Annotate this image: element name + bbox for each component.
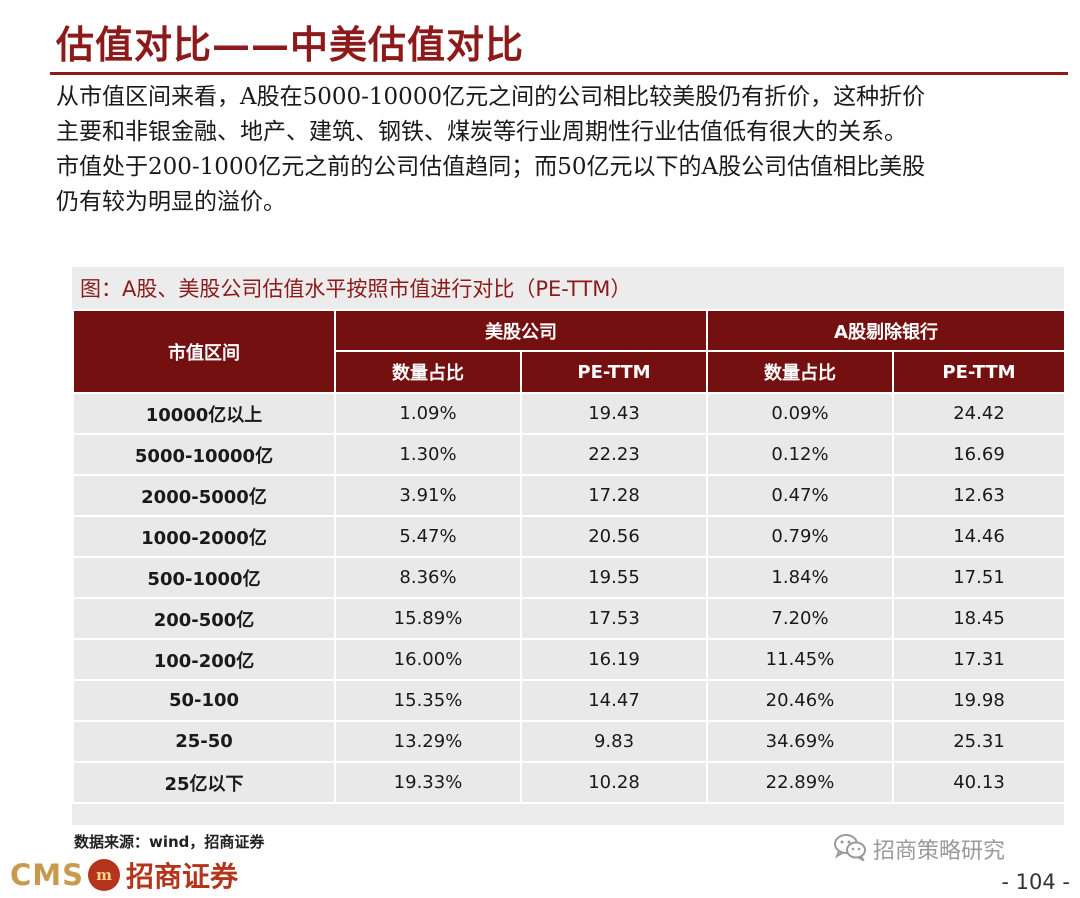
value-cell: 17.28 bbox=[520, 474, 708, 517]
subheader-us-pe: PE-TTM bbox=[520, 350, 708, 394]
market-cap-range-cell: 1000-2000亿 bbox=[72, 515, 336, 558]
value-cell: 16.69 bbox=[892, 433, 1066, 476]
subheader-a-share: 数量占比 bbox=[706, 350, 894, 394]
value-cell: 22.89% bbox=[706, 761, 894, 804]
table-caption: 图：A股、美股公司估值水平按照市值进行对比（PE-TTM） bbox=[80, 277, 632, 301]
value-cell: 34.69% bbox=[706, 720, 894, 763]
value-cell: 8.36% bbox=[334, 556, 522, 599]
market-cap-range-cell: 5000-10000亿 bbox=[72, 433, 336, 476]
market-cap-range-cell: 50-100 bbox=[72, 679, 336, 722]
value-cell: 40.13 bbox=[892, 761, 1066, 804]
value-cell: 13.29% bbox=[334, 720, 522, 763]
subheader-us-share: 数量占比 bbox=[334, 350, 522, 394]
intro-paragraph: 从市值区间来看，A股在5000-10000亿元之间的公司相比较美股仍有折价，这种… bbox=[56, 80, 1068, 220]
value-cell: 12.63 bbox=[892, 474, 1066, 517]
value-cell: 19.98 bbox=[892, 679, 1066, 722]
value-cell: 11.45% bbox=[706, 638, 894, 681]
market-cap-range-cell: 200-500亿 bbox=[72, 597, 336, 640]
intro-line: 仍有较为明显的溢价。 bbox=[56, 189, 286, 215]
valuation-table: 市值区间 美股公司 A股剔除银行 数量占比 PE-TTM 数量占比 PE-TTM… bbox=[72, 309, 1066, 804]
value-cell: 10.28 bbox=[520, 761, 708, 804]
table-row: 25亿以下 19.33% 10.28 22.89% 40.13 bbox=[72, 761, 1066, 804]
intro-line: 从市值区间来看，A股在5000-10000亿元之间的公司相比较美股仍有折价，这种… bbox=[56, 84, 926, 110]
wechat-watermark: 招商策略研究 bbox=[833, 834, 1005, 864]
row-header-market-cap: 市值区间 bbox=[72, 309, 336, 394]
market-cap-range-cell: 25-50 bbox=[72, 720, 336, 763]
logo-mark-icon: m bbox=[88, 859, 121, 891]
watermark-label: 招商策略研究 bbox=[873, 839, 1006, 864]
value-cell: 7.20% bbox=[706, 597, 894, 640]
value-cell: 5.47% bbox=[334, 515, 522, 558]
value-cell: 19.33% bbox=[334, 761, 522, 804]
table-row: 200-500亿 15.89% 17.53 7.20% 18.45 bbox=[72, 597, 1066, 640]
title-divider bbox=[50, 72, 1068, 75]
valuation-table-panel: 图：A股、美股公司估值水平按照市值进行对比（PE-TTM） 市值区间 美股公司 … bbox=[72, 267, 1066, 825]
value-cell: 1.09% bbox=[334, 392, 522, 435]
value-cell: 17.51 bbox=[892, 556, 1066, 599]
intro-line: 市值处于200-1000亿元之前的公司估值趋同；而50亿元以下的A股公司估值相比… bbox=[56, 154, 926, 180]
table-body: 10000亿以上 1.09% 19.43 0.09% 24.42 5000-10000亿 1… bbox=[72, 392, 1066, 804]
value-cell: 19.43 bbox=[520, 392, 708, 435]
value-cell: 16.00% bbox=[334, 638, 522, 681]
intro-line: 主要和非银金融、地产、建筑、钢铁、煤炭等行业周期性行业估值低有很大的关系。 bbox=[56, 119, 907, 145]
value-cell: 19.55 bbox=[520, 556, 708, 599]
value-cell: 25.31 bbox=[892, 720, 1066, 763]
table-row: 2000-5000亿 3.91% 17.28 0.47% 12.63 bbox=[72, 474, 1066, 517]
table-row: 1000-2000亿 5.47% 20.56 0.79% 14.46 bbox=[72, 515, 1066, 558]
cms-logo: CMS m 招商证券 bbox=[10, 857, 238, 893]
value-cell: 22.23 bbox=[520, 433, 708, 476]
subheader-a-pe: PE-TTM bbox=[892, 350, 1066, 394]
group-header-us: 美股公司 bbox=[334, 309, 708, 352]
value-cell: 1.84% bbox=[706, 556, 894, 599]
logo-cms-text: CMS bbox=[10, 858, 85, 892]
value-cell: 15.35% bbox=[334, 679, 522, 722]
market-cap-range-cell: 25亿以下 bbox=[72, 761, 336, 804]
value-cell: 0.47% bbox=[706, 474, 894, 517]
table-row: 25-50 13.29% 9.83 34.69% 25.31 bbox=[72, 720, 1066, 763]
value-cell: 0.09% bbox=[706, 392, 894, 435]
table-row: 5000-10000亿 1.30% 22.23 0.12% 16.69 bbox=[72, 433, 1066, 476]
value-cell: 3.91% bbox=[334, 474, 522, 517]
page-title: 估值对比——中美估值对比 bbox=[56, 22, 525, 67]
value-cell: 17.31 bbox=[892, 638, 1066, 681]
value-cell: 1.30% bbox=[334, 433, 522, 476]
value-cell: 20.56 bbox=[520, 515, 708, 558]
value-cell: 9.83 bbox=[520, 720, 708, 763]
value-cell: 17.53 bbox=[520, 597, 708, 640]
data-source-note: 数据来源：wind，招商证券 bbox=[74, 833, 265, 851]
value-cell: 20.46% bbox=[706, 679, 894, 722]
table-row: 10000亿以上 1.09% 19.43 0.09% 24.42 bbox=[72, 392, 1066, 435]
page-number: - 104 - bbox=[1001, 870, 1070, 894]
table-row: 50-100 15.35% 14.47 20.46% 19.98 bbox=[72, 679, 1066, 722]
logo-cn-text: 招商证券 bbox=[126, 860, 239, 893]
wechat-icon bbox=[833, 833, 867, 865]
market-cap-range-cell: 10000亿以上 bbox=[72, 392, 336, 435]
value-cell: 0.79% bbox=[706, 515, 894, 558]
market-cap-range-cell: 2000-5000亿 bbox=[72, 474, 336, 517]
market-cap-range-cell: 500-1000亿 bbox=[72, 556, 336, 599]
value-cell: 0.12% bbox=[706, 433, 894, 476]
value-cell: 24.42 bbox=[892, 392, 1066, 435]
value-cell: 15.89% bbox=[334, 597, 522, 640]
value-cell: 16.19 bbox=[520, 638, 708, 681]
group-header-a-share: A股剔除银行 bbox=[706, 309, 1066, 352]
table-row: 100-200亿 16.00% 16.19 11.45% 17.31 bbox=[72, 638, 1066, 681]
value-cell: 14.46 bbox=[892, 515, 1066, 558]
value-cell: 14.47 bbox=[520, 679, 708, 722]
table-row: 500-1000亿 8.36% 19.55 1.84% 17.51 bbox=[72, 556, 1066, 599]
market-cap-range-cell: 100-200亿 bbox=[72, 638, 336, 681]
value-cell: 18.45 bbox=[892, 597, 1066, 640]
